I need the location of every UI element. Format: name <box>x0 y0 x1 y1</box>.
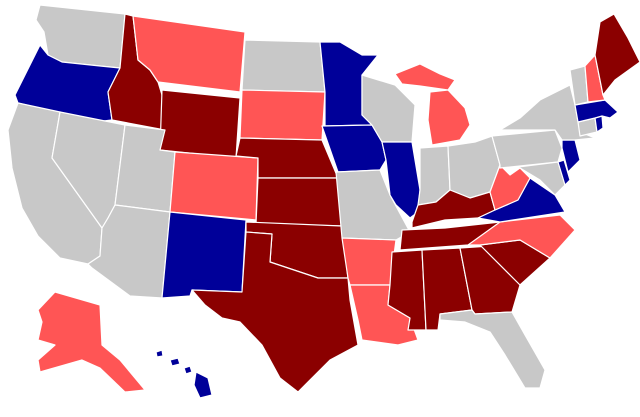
state-wy[interactable] <box>159 89 241 159</box>
state-sd[interactable] <box>239 89 326 141</box>
state-tx[interactable] <box>191 231 359 393</box>
state-mt[interactable] <box>132 15 246 93</box>
state-il[interactable] <box>381 141 421 219</box>
state-ar[interactable] <box>341 237 397 286</box>
state-mi[interactable] <box>394 63 471 146</box>
state-fl[interactable] <box>439 309 546 389</box>
state-nm[interactable] <box>161 211 247 299</box>
state-ri[interactable] <box>594 115 604 133</box>
state-hi[interactable] <box>155 349 213 399</box>
state-nh[interactable] <box>584 54 606 103</box>
state-me[interactable] <box>594 13 640 96</box>
state-ak[interactable] <box>37 291 146 393</box>
state-ks[interactable] <box>255 177 343 227</box>
state-nd[interactable] <box>241 39 326 93</box>
state-co[interactable] <box>169 151 259 221</box>
state-de[interactable] <box>557 159 571 186</box>
state-ma[interactable] <box>574 99 619 123</box>
